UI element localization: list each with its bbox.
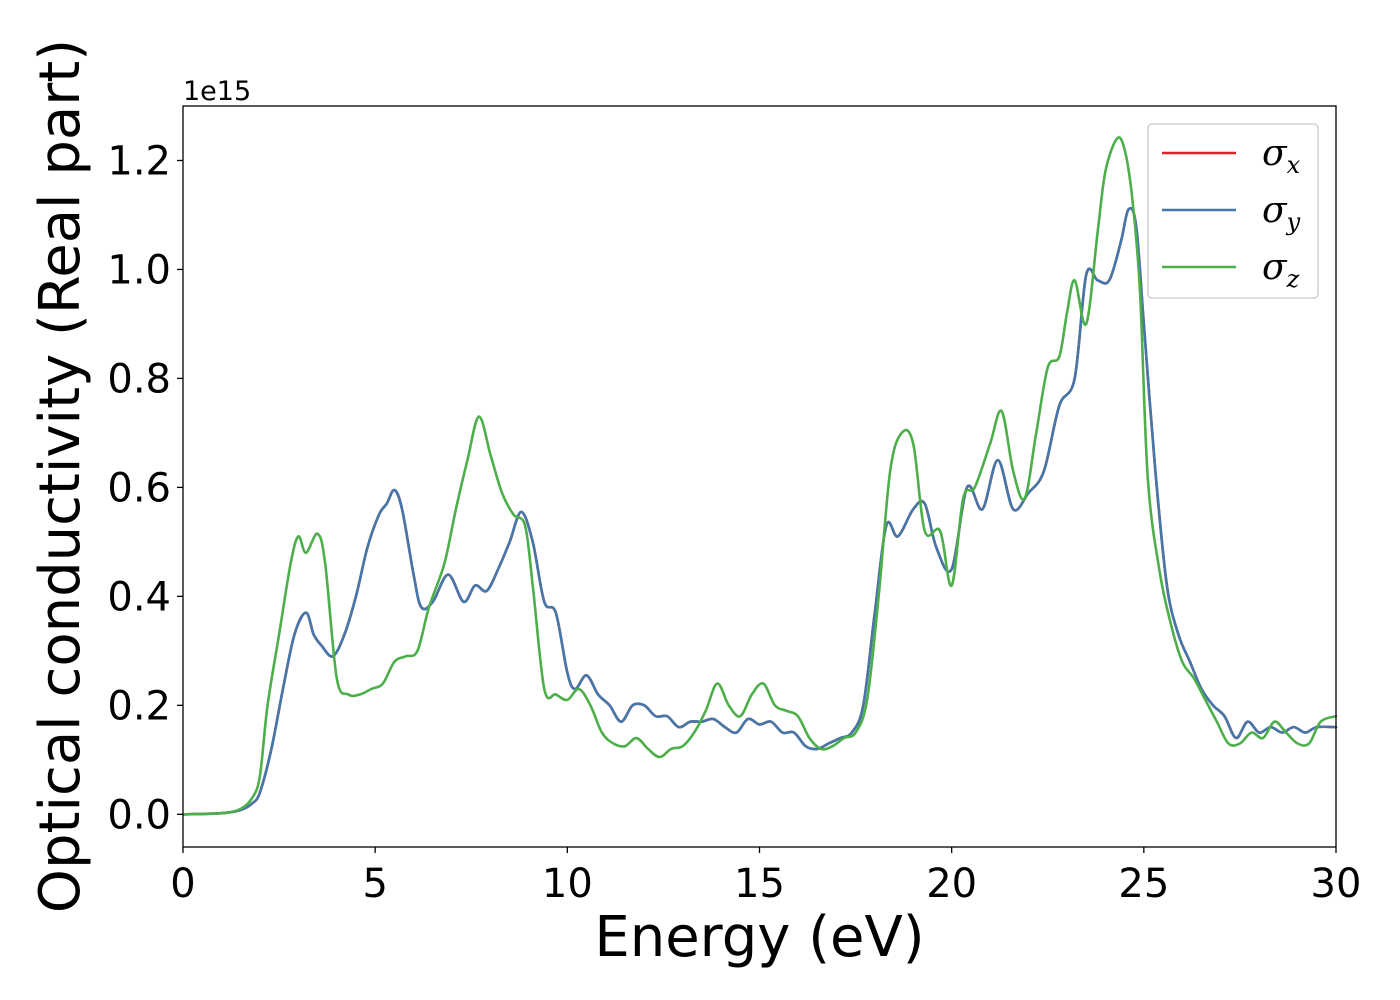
y-tick-label: 1.0 (107, 247, 171, 293)
y-tick-label: 0.2 (107, 683, 171, 729)
series-line-z (181, 136, 1338, 816)
x-axis-title: Energy (eV) (594, 905, 924, 970)
x-tick-label: 5 (362, 861, 387, 907)
x-tick-label: 30 (1311, 861, 1362, 907)
y-axis-title: Optical conductivity (Real part) (28, 39, 93, 913)
y-axis-ticks: 0.0 0.2 0.4 0.6 0.8 1.0 1.2 (107, 138, 183, 838)
legend-items: σx σy σz (1162, 133, 1301, 293)
x-tick-label: 15 (734, 861, 785, 907)
x-axis-ticks: 0 5 10 15 20 25 30 (170, 847, 1361, 907)
legend-label-y: σy (1262, 190, 1301, 236)
legend-label-x: σx (1262, 133, 1301, 179)
y-tick-label: 0.4 (107, 574, 171, 620)
y-tick-label: 0.0 (107, 792, 171, 838)
series-line-y (181, 206, 1338, 816)
x-tick-label: 10 (542, 861, 593, 907)
x-tick-label: 20 (926, 861, 977, 907)
legend-label-z: σz (1262, 247, 1300, 293)
series-layer (181, 136, 1338, 816)
x-tick-label: 25 (1118, 861, 1169, 907)
x-tick-label: 0 (170, 861, 195, 907)
legend: σx σy σz (1147, 123, 1319, 299)
y-tick-label: 1.2 (107, 138, 171, 184)
y-tick-label: 0.6 (107, 465, 171, 511)
y-tick-label: 0.8 (107, 356, 171, 402)
y-offset-label: 1e15 (183, 76, 251, 107)
